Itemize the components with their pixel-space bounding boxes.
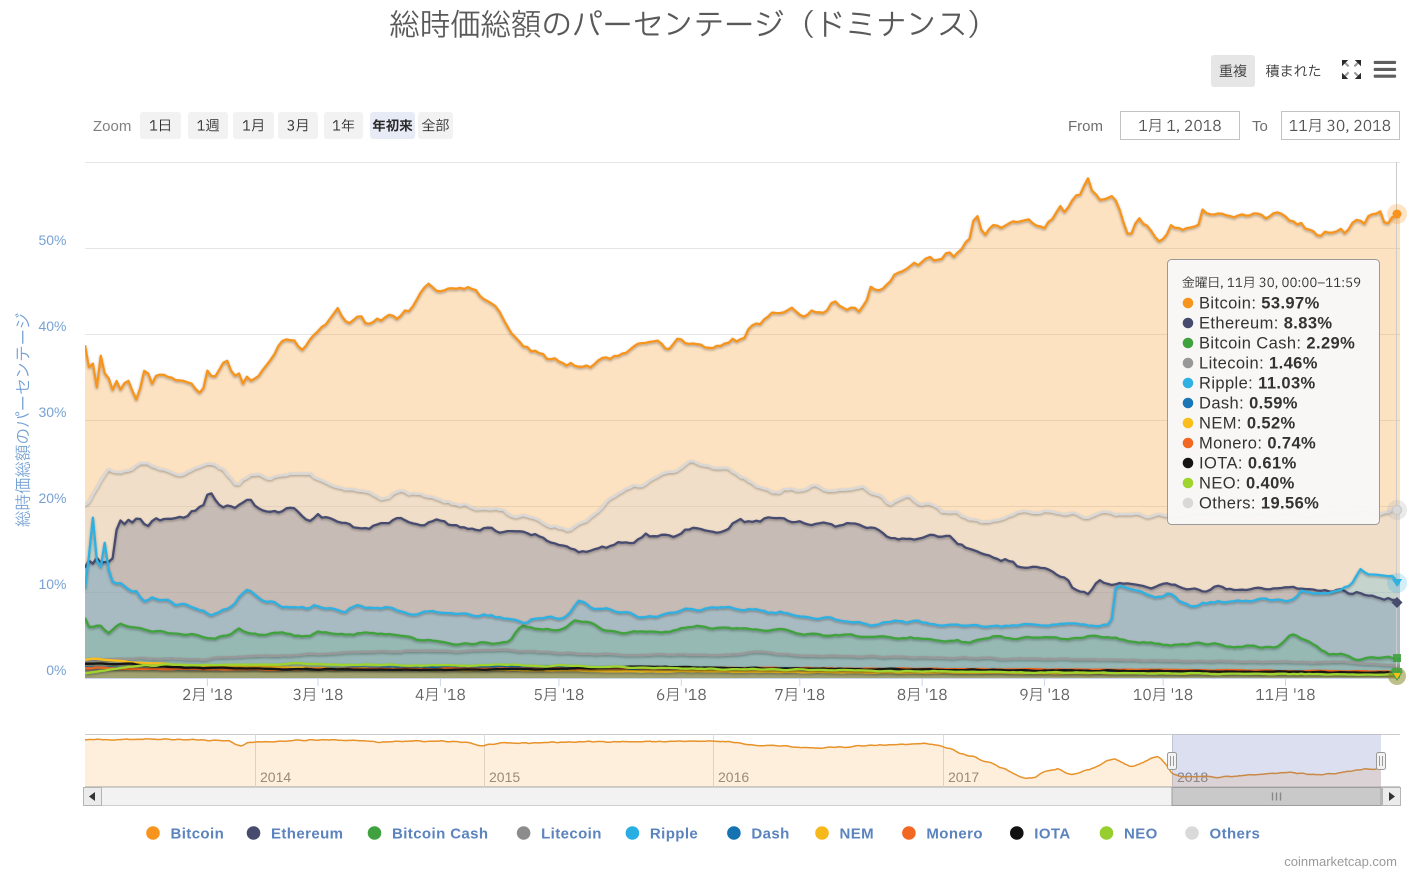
svg-text:0%: 0% [46, 662, 66, 678]
svg-text:To: To [1252, 118, 1268, 135]
svg-text:Dash: 0.59%: Dash: 0.59% [1199, 395, 1298, 413]
svg-text:IOTA: 0.61%: IOTA: 0.61% [1199, 455, 1297, 473]
svg-text:Ripple: 11.03%: Ripple: 11.03% [1199, 375, 1316, 393]
svg-text:Others: 19.56%: Others: 19.56% [1199, 495, 1319, 513]
svg-text:IOTA: IOTA [1034, 826, 1070, 843]
svg-text:2016: 2016 [718, 769, 749, 785]
svg-text:Litecoin: Litecoin [541, 826, 602, 843]
svg-text:Bitcoin: Bitcoin [171, 826, 225, 843]
svg-text:NEM: 0.52%: NEM: 0.52% [1199, 415, 1296, 433]
svg-text:Dash: Dash [751, 826, 789, 843]
svg-text:coinmarketcap.com: coinmarketcap.com [1284, 854, 1397, 869]
svg-text:NEO: NEO [1124, 826, 1158, 843]
svg-text:10%: 10% [38, 576, 66, 592]
svg-text:Litecoin: 1.46%: Litecoin: 1.46% [1199, 355, 1318, 373]
svg-text:Bitcoin Cash: 2.29%: Bitcoin Cash: 2.29% [1199, 335, 1355, 353]
svg-text:Bitcoin: 53.97%: Bitcoin: 53.97% [1199, 295, 1320, 313]
svg-text:Ripple: Ripple [650, 826, 698, 843]
svg-text:50%: 50% [38, 232, 66, 248]
svg-text:40%: 40% [38, 318, 66, 334]
svg-text:Bitcoin Cash: Bitcoin Cash [392, 826, 488, 843]
svg-text:Ethereum: Ethereum [271, 826, 343, 843]
svg-text:2015: 2015 [489, 769, 520, 785]
svg-text:Monero: Monero [926, 826, 983, 843]
svg-text:30%: 30% [38, 404, 66, 420]
svg-text:20%: 20% [38, 490, 66, 506]
svg-text:From: From [1068, 118, 1103, 135]
svg-text:2017: 2017 [948, 769, 979, 785]
svg-text:NEO: 0.40%: NEO: 0.40% [1199, 475, 1295, 493]
svg-text:NEM: NEM [840, 826, 875, 843]
svg-text:Monero: 0.74%: Monero: 0.74% [1199, 435, 1316, 453]
svg-text:Others: Others [1210, 826, 1261, 843]
svg-text:2014: 2014 [260, 769, 291, 785]
svg-text:Ethereum: 8.83%: Ethereum: 8.83% [1199, 315, 1333, 333]
svg-text:Zoom: Zoom [93, 118, 131, 135]
